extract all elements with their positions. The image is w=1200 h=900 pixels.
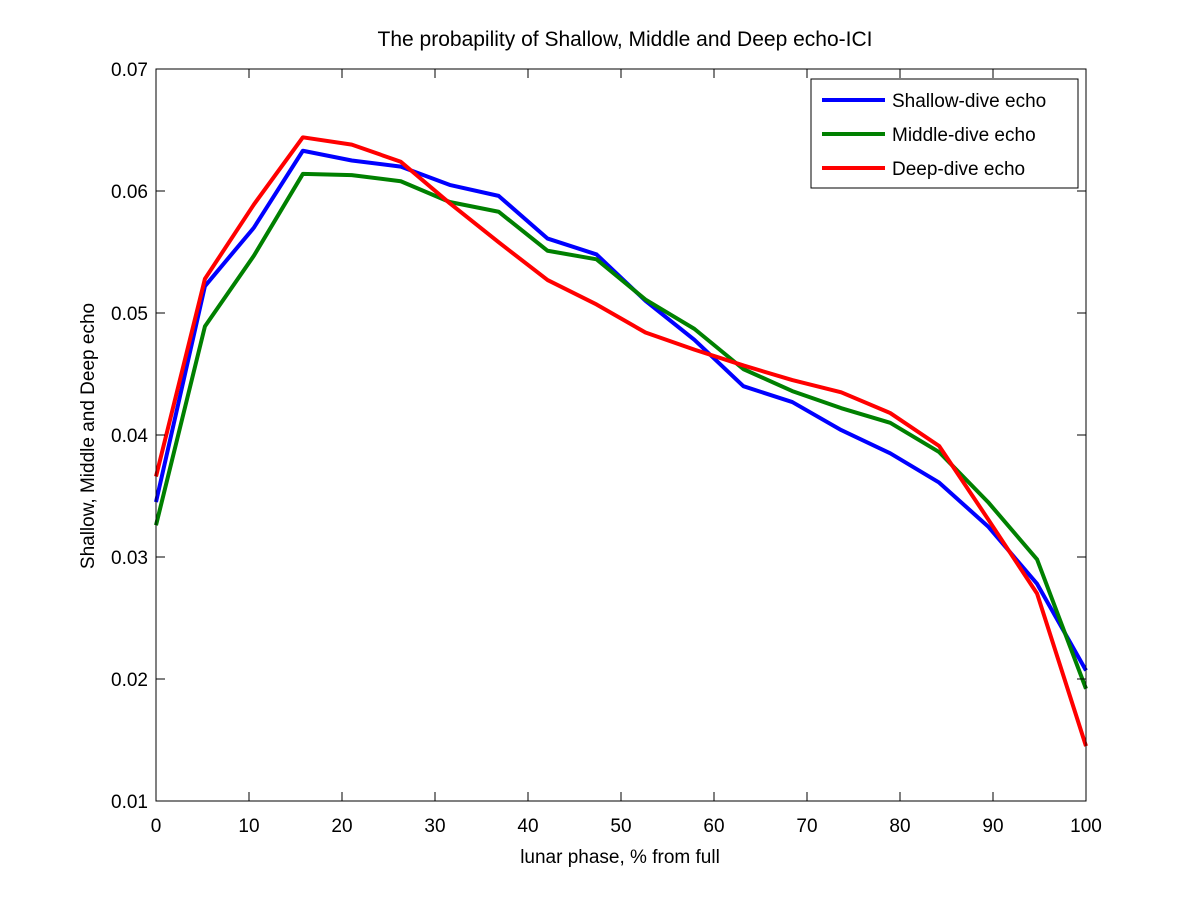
x-tick-label: 20 bbox=[331, 816, 352, 837]
x-tick-label: 90 bbox=[982, 816, 1003, 837]
y-tick-label: 0.06 bbox=[111, 182, 148, 203]
x-tick-label: 40 bbox=[517, 816, 538, 837]
x-tick-label: 100 bbox=[1070, 816, 1102, 837]
y-tick-label: 0.05 bbox=[111, 304, 148, 325]
y-tick-label: 0.04 bbox=[111, 426, 148, 447]
series-line-deep-dive-echo bbox=[154, 135, 1088, 747]
plot-area-background bbox=[156, 69, 1086, 801]
legend-label: Shallow-dive echo bbox=[892, 91, 1046, 112]
x-tick-label: 10 bbox=[238, 816, 259, 837]
series-layer bbox=[154, 135, 1088, 747]
legend-label: Middle-dive echo bbox=[892, 125, 1036, 146]
chart-title: The probapility of Shallow, Middle and D… bbox=[378, 28, 873, 51]
y-axis-label: Shallow, Middle and Deep echo bbox=[78, 303, 99, 569]
x-tick-label: 70 bbox=[796, 816, 817, 837]
x-tick-label: 0 bbox=[151, 816, 162, 837]
x-axis-label: lunar phase, % from full bbox=[520, 847, 720, 868]
x-tick-label: 50 bbox=[610, 816, 631, 837]
tick-labels: 0 10 20 30 40 50 60 70 80 90 100 0.01 0.02 0.03 0.04 0.… bbox=[111, 60, 1102, 837]
x-tick-label: 30 bbox=[424, 816, 445, 837]
y-tick-label: 0.07 bbox=[111, 60, 148, 81]
series-line-middle-dive-echo bbox=[154, 171, 1088, 690]
y-tick-label: 0.02 bbox=[111, 670, 148, 691]
legend: Shallow-dive echo Middle-dive echo Deep-di… bbox=[810, 78, 1079, 189]
x-tick-label: 80 bbox=[889, 816, 910, 837]
y-tick-label: 0.03 bbox=[111, 548, 148, 569]
legend-label: Deep-dive echo bbox=[892, 159, 1025, 180]
y-tick-label: 0.01 bbox=[111, 792, 148, 813]
x-tick-label: 60 bbox=[703, 816, 724, 837]
plot-frame bbox=[155, 68, 1087, 802]
